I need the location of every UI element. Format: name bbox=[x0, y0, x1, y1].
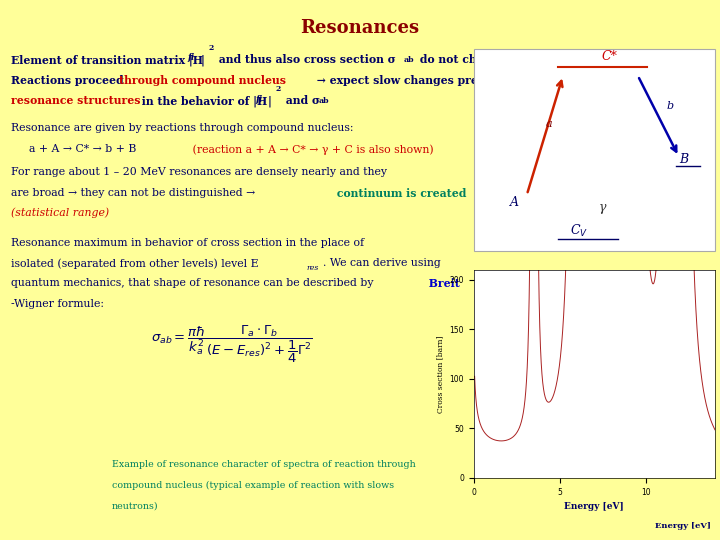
Text: a + A → C* → b + B: a + A → C* → b + B bbox=[29, 144, 136, 154]
Text: compound nucleus (typical example of reaction with slows: compound nucleus (typical example of rea… bbox=[112, 481, 394, 490]
Text: -Wigner formule:: -Wigner formule: bbox=[11, 299, 104, 309]
Text: B: B bbox=[679, 153, 688, 166]
Text: Resonance maximum in behavior of cross section in the place of: Resonance maximum in behavior of cross s… bbox=[11, 238, 364, 248]
Text: ab: ab bbox=[404, 56, 415, 64]
Text: 2: 2 bbox=[208, 44, 213, 52]
Text: through compound nucleus: through compound nucleus bbox=[119, 75, 286, 85]
Y-axis label: Cross section [barn]: Cross section [barn] bbox=[436, 335, 444, 413]
FancyBboxPatch shape bbox=[474, 49, 715, 251]
Text: and σ: and σ bbox=[282, 95, 320, 106]
Text: C*: C* bbox=[602, 50, 618, 63]
Text: (statistical range): (statistical range) bbox=[11, 208, 109, 219]
Text: Example of resonance character of spectra of reaction through: Example of resonance character of spectr… bbox=[112, 460, 415, 469]
Text: For range about 1 – 20 MeV resonances are densely nearly and they: For range about 1 – 20 MeV resonances ar… bbox=[11, 167, 387, 178]
Text: Energy [eV]: Energy [eV] bbox=[655, 522, 711, 530]
Text: a: a bbox=[546, 119, 553, 130]
Text: fi: fi bbox=[187, 53, 194, 63]
Text: fi: fi bbox=[256, 94, 263, 104]
Text: Resonance are given by reactions through compound nucleus:: Resonance are given by reactions through… bbox=[11, 123, 354, 133]
Text: and thus also cross section σ: and thus also cross section σ bbox=[215, 54, 396, 65]
Text: quantum mechanics, that shape of resonance can be described by: quantum mechanics, that shape of resonan… bbox=[11, 278, 373, 288]
Text: Breit: Breit bbox=[425, 278, 459, 289]
Text: resonance structures: resonance structures bbox=[11, 95, 140, 106]
Text: Element of transition matrix |H: Element of transition matrix |H bbox=[11, 54, 203, 65]
Text: γ: γ bbox=[599, 200, 607, 214]
Text: → expect slow changes presence of fluctuations -: → expect slow changes presence of fluctu… bbox=[313, 75, 614, 85]
Text: . We can derive using: . We can derive using bbox=[323, 258, 441, 268]
Text: A: A bbox=[510, 196, 519, 209]
Text: Resonances: Resonances bbox=[300, 19, 420, 37]
Text: continuum is created: continuum is created bbox=[333, 188, 466, 199]
Text: |: | bbox=[268, 95, 271, 106]
Text: Reactions proceed: Reactions proceed bbox=[11, 75, 127, 85]
Text: in the behavior of |H: in the behavior of |H bbox=[138, 95, 268, 106]
Text: ab: ab bbox=[319, 97, 330, 105]
Text: b: b bbox=[667, 102, 674, 111]
Text: (reaction a + A → C* → γ + C is also shown): (reaction a + A → C* → γ + C is also sho… bbox=[182, 144, 433, 155]
Text: C$_V$: C$_V$ bbox=[570, 224, 588, 239]
Text: isolated (separated from other levels) level E: isolated (separated from other levels) l… bbox=[11, 258, 258, 269]
Text: res: res bbox=[306, 264, 318, 272]
Text: $\sigma_{ab} = \dfrac{\pi\hbar}{k_a^2}\dfrac{\Gamma_a \cdot \Gamma_b}{(E - E_{re: $\sigma_{ab} = \dfrac{\pi\hbar}{k_a^2}\d… bbox=[151, 324, 313, 366]
Text: |: | bbox=[200, 54, 204, 65]
Text: neutrons): neutrons) bbox=[112, 501, 158, 510]
Text: do not change only slowly.: do not change only slowly. bbox=[416, 54, 579, 65]
Text: are broad → they can not be distinguished →: are broad → they can not be distinguishe… bbox=[11, 188, 255, 198]
Text: 2: 2 bbox=[275, 85, 280, 93]
X-axis label: Energy [eV]: Energy [eV] bbox=[564, 502, 624, 511]
